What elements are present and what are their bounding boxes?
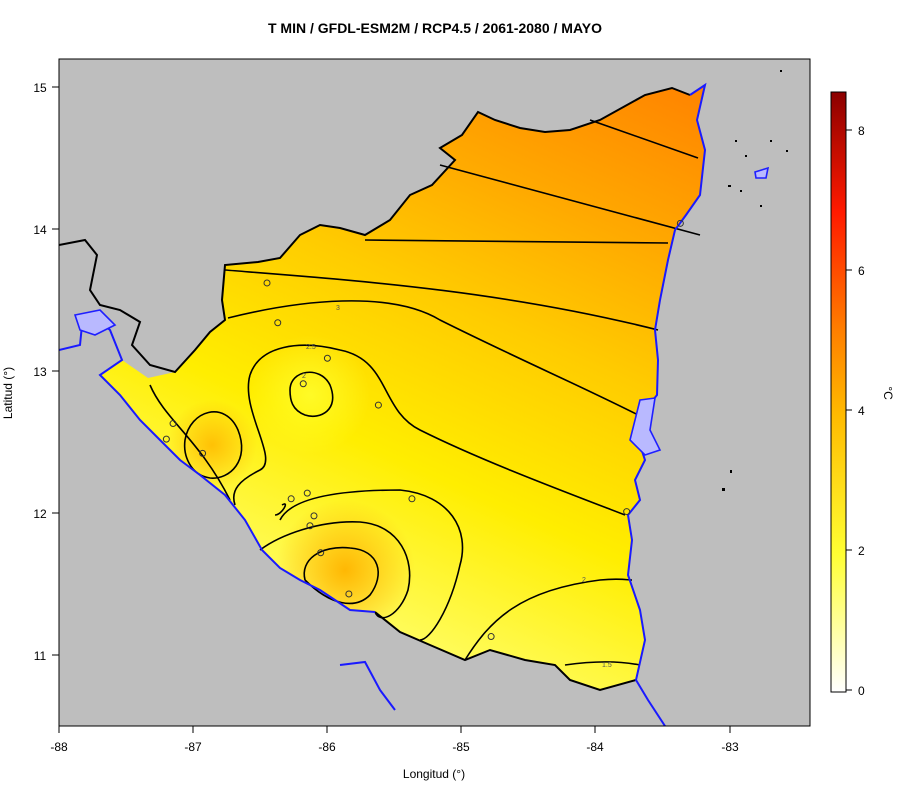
weather-station-marker [274, 319, 282, 327]
colorbar-scale [830, 91, 847, 693]
temperature-contours [149, 119, 701, 666]
costa-rica-border [374, 611, 637, 692]
weather-station-marker [408, 495, 416, 503]
x-tick-label: -86 [318, 740, 336, 754]
weather-station-marker [199, 449, 207, 457]
colorbar-tick-label: 0 [858, 684, 865, 698]
x-axis: -88 -87 -86 -85 -84 -83 Longitud (°) [50, 725, 739, 781]
weather-station-marker [623, 508, 631, 516]
map-title: T MIN / GFDL-ESM2M / RCP4.5 / 2061-2080 … [267, 20, 603, 36]
weather-station-marker [345, 590, 353, 598]
x-tick-label: -87 [184, 740, 202, 754]
weather-station-marker [162, 435, 170, 443]
x-tick-label: -84 [586, 740, 604, 754]
weather-station-marker [317, 549, 325, 557]
weather-station-marker [310, 512, 318, 520]
station-markers [162, 219, 684, 641]
x-tick-label: -83 [721, 740, 739, 754]
y-tick-label: 15 [33, 81, 47, 95]
weather-station-marker [263, 279, 271, 287]
weather-station-marker [374, 401, 382, 409]
contour-label: 3 [336, 305, 340, 312]
y-tick-label: 13 [33, 365, 47, 379]
contour-label: 1.5 [602, 662, 612, 669]
gulf-fonseca-water [73, 309, 117, 336]
x-tick-label: -88 [50, 740, 68, 754]
contour-label: 2 [302, 373, 306, 380]
colorbar-unit-label: °C [881, 386, 895, 400]
y-axis-title: Latitud (°) [1, 367, 15, 419]
colorbar-tick-label: 2 [858, 544, 865, 558]
islands-lagoon [754, 166, 770, 179]
contour-label: 2.5 [306, 344, 316, 351]
weather-station-marker [169, 420, 177, 428]
weather-station-marker [323, 354, 331, 362]
weather-station-marker [303, 489, 311, 497]
y-tick-label: 11 [34, 649, 47, 663]
weather-station-marker [676, 219, 684, 227]
colorbar-tick-label: 6 [858, 264, 865, 278]
offshore-islands [722, 70, 788, 491]
map-panel: 3 2.5 2 2 1.5 [59, 59, 810, 726]
caribbean-lagoon [629, 397, 662, 456]
y-tick-label: 14 [33, 223, 47, 237]
colorbar-tick-label: 4 [858, 404, 865, 418]
weather-station-marker [287, 495, 295, 503]
contour-label: 2 [582, 577, 586, 584]
weather-station-marker [306, 522, 314, 530]
y-axis: 15 14 13 12 11 Latitud (°) [1, 81, 60, 663]
x-axis-title: Longitud (°) [403, 767, 465, 781]
weather-station-marker [299, 380, 307, 388]
colorbar-tick-label: 8 [858, 124, 865, 138]
colorbar: 0 2 4 6 8 °C [830, 91, 895, 698]
nicaragua-temperature-field [100, 85, 705, 690]
weather-station-marker [487, 633, 495, 641]
honduras-border [59, 86, 691, 374]
y-tick-label: 12 [33, 507, 47, 521]
x-tick-label: -85 [452, 740, 470, 754]
